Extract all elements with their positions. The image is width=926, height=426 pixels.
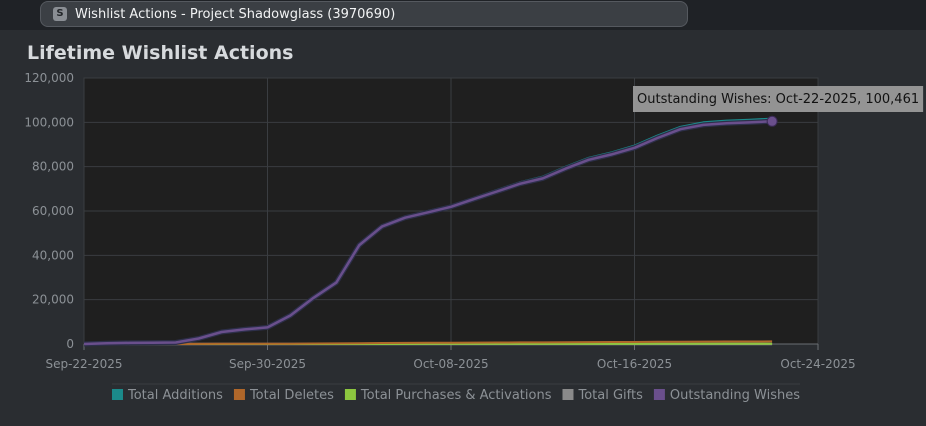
outstanding-wishes-line [83, 120, 773, 346]
x-tick-label: Sep-30-2025 [229, 357, 306, 371]
legend-swatch [111, 389, 123, 400]
x-tick-label: Sep-22-2025 [45, 357, 122, 371]
total-deletes-line [84, 340, 773, 345]
legend: Total Additions Total Deletes Total Purcha… [111, 383, 800, 403]
y-tick-label: 120,000 [24, 71, 74, 85]
legend-item[interactable]: Total Deletes [233, 388, 334, 403]
site-favicon-icon: S [53, 7, 67, 21]
highlighted-data-point[interactable] [766, 115, 778, 127]
legend-label: Total Gifts [577, 388, 643, 403]
tooltip-text: Outstanding Wishes: Oct-22-2025, 100,461 [637, 92, 919, 107]
legend-item[interactable]: Total Purchases & Activations [344, 388, 552, 403]
tooltip-box [633, 86, 924, 112]
y-tick-label: 20,000 [32, 293, 74, 307]
y-tick-label: 100,000 [24, 115, 74, 129]
tab-title: Wishlist Actions - Project Shadowglass (… [75, 7, 396, 22]
x-tick-label: Oct-24-2025 [780, 357, 855, 371]
y-tick-label: 60,000 [32, 204, 74, 218]
browser-tab-bar: S Wishlist Actions - Project Shadowglass… [0, 0, 926, 30]
legend-label: Total Purchases & Activations [360, 388, 552, 403]
y-tick-label: 80,000 [32, 160, 74, 174]
page-title: Lifetime Wishlist Actions [27, 42, 294, 64]
legend-swatch [653, 389, 665, 400]
x-tick-label: Oct-16-2025 [597, 357, 672, 371]
y-tick-label: 40,000 [32, 248, 74, 262]
legend-swatch [233, 389, 245, 400]
legend-label: Total Additions [127, 388, 223, 403]
tooltip: Outstanding Wishes: Oct-22-2025, 100,461 [633, 86, 924, 112]
browser-tab[interactable]: S Wishlist Actions - Project Shadowglass… [40, 1, 688, 27]
legend-swatch [344, 389, 356, 400]
x-tick-label: Oct-08-2025 [413, 357, 488, 371]
series-lines [83, 115, 778, 347]
legend-item[interactable]: Total Gifts [562, 388, 643, 403]
y-tick-label: 0 [66, 337, 74, 351]
legend-label: Outstanding Wishes [670, 388, 800, 403]
legend-label: Total Deletes [249, 388, 334, 403]
legend-item[interactable]: Total Additions [111, 388, 223, 403]
legend-swatch [562, 389, 574, 400]
legend-item[interactable]: Outstanding Wishes [653, 388, 800, 403]
axes: 0 20,000 40,000 60,000 80,000 100,000 120,000 S… [24, 71, 855, 371]
